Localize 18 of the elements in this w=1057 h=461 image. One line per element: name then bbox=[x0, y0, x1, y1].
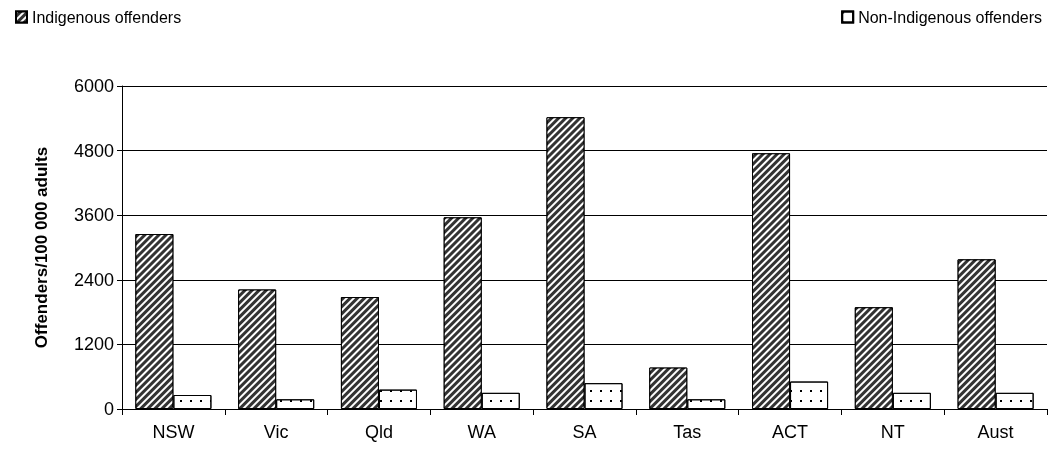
y-tick-label: 1200 bbox=[73, 334, 114, 355]
x-tick-label: NT bbox=[880, 422, 905, 442]
x-tick-label: Vic bbox=[263, 422, 289, 442]
x-tick-label: NSW bbox=[152, 422, 195, 442]
x-tick-label: Qld bbox=[364, 422, 393, 442]
x-tick-label: WA bbox=[467, 422, 496, 442]
y-tick-label: 3600 bbox=[73, 205, 114, 226]
legend-label: Indigenous offenders bbox=[32, 8, 182, 26]
y-tick-label: 0 bbox=[103, 399, 114, 419]
x-tick-label: Tas bbox=[673, 422, 702, 442]
x-tick-label: SA bbox=[572, 422, 597, 442]
legend-label: Non-Indigenous offenders bbox=[858, 8, 1043, 26]
y-tick-label: 2400 bbox=[73, 269, 114, 290]
y-axis-title: Offenders/100 000 adults bbox=[32, 146, 51, 349]
x-tick-label: ACT bbox=[772, 422, 809, 442]
y-tick-label: 6000 bbox=[73, 76, 114, 96]
x-tick-label: Aust bbox=[977, 422, 1014, 442]
y-tick-label: 4800 bbox=[73, 140, 114, 161]
